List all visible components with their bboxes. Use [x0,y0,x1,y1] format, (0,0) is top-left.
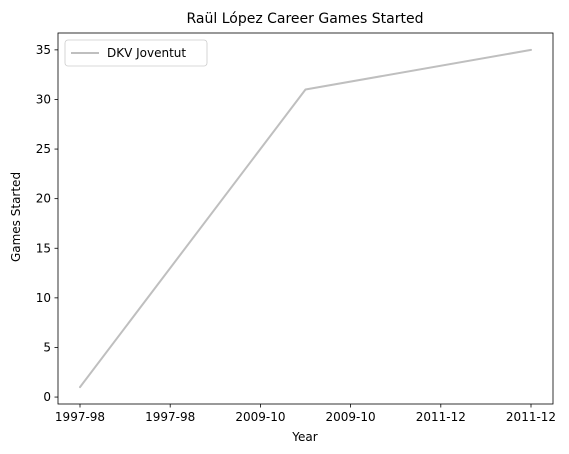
y-tick-label: 10 [36,291,51,305]
y-tick-label: 30 [36,92,51,106]
legend-label: DKV Joventut [107,46,186,60]
y-tick-label: 15 [36,241,51,255]
x-tick-label: 2011-12 [506,410,556,424]
y-tick-label: 0 [43,390,51,404]
series-line-0 [79,48,532,389]
x-tick-label: 2011-12 [416,410,466,424]
x-tick-label: 2009-10 [235,410,285,424]
plot-frame [57,32,554,405]
y-tick-label: 35 [36,43,51,57]
y-axis-label: Games Started [9,172,23,262]
legend-box [64,39,208,67]
x-tick-label: 1997-98 [145,410,195,424]
y-tick-label: 20 [36,192,51,206]
y-tick-label: 25 [36,142,51,156]
x-tick-label: 2009-10 [326,410,376,424]
plot-area: 0 5 10 15 20 25 30 35 1997-98 1997-98 2009-10 2009-… [36,32,556,424]
x-tick-label: 1997-98 [55,410,105,424]
x-axis-label: Year [291,430,317,444]
chart-title: Raül López Career Games Started [187,11,424,27]
y-tick-label: 5 [43,340,51,354]
